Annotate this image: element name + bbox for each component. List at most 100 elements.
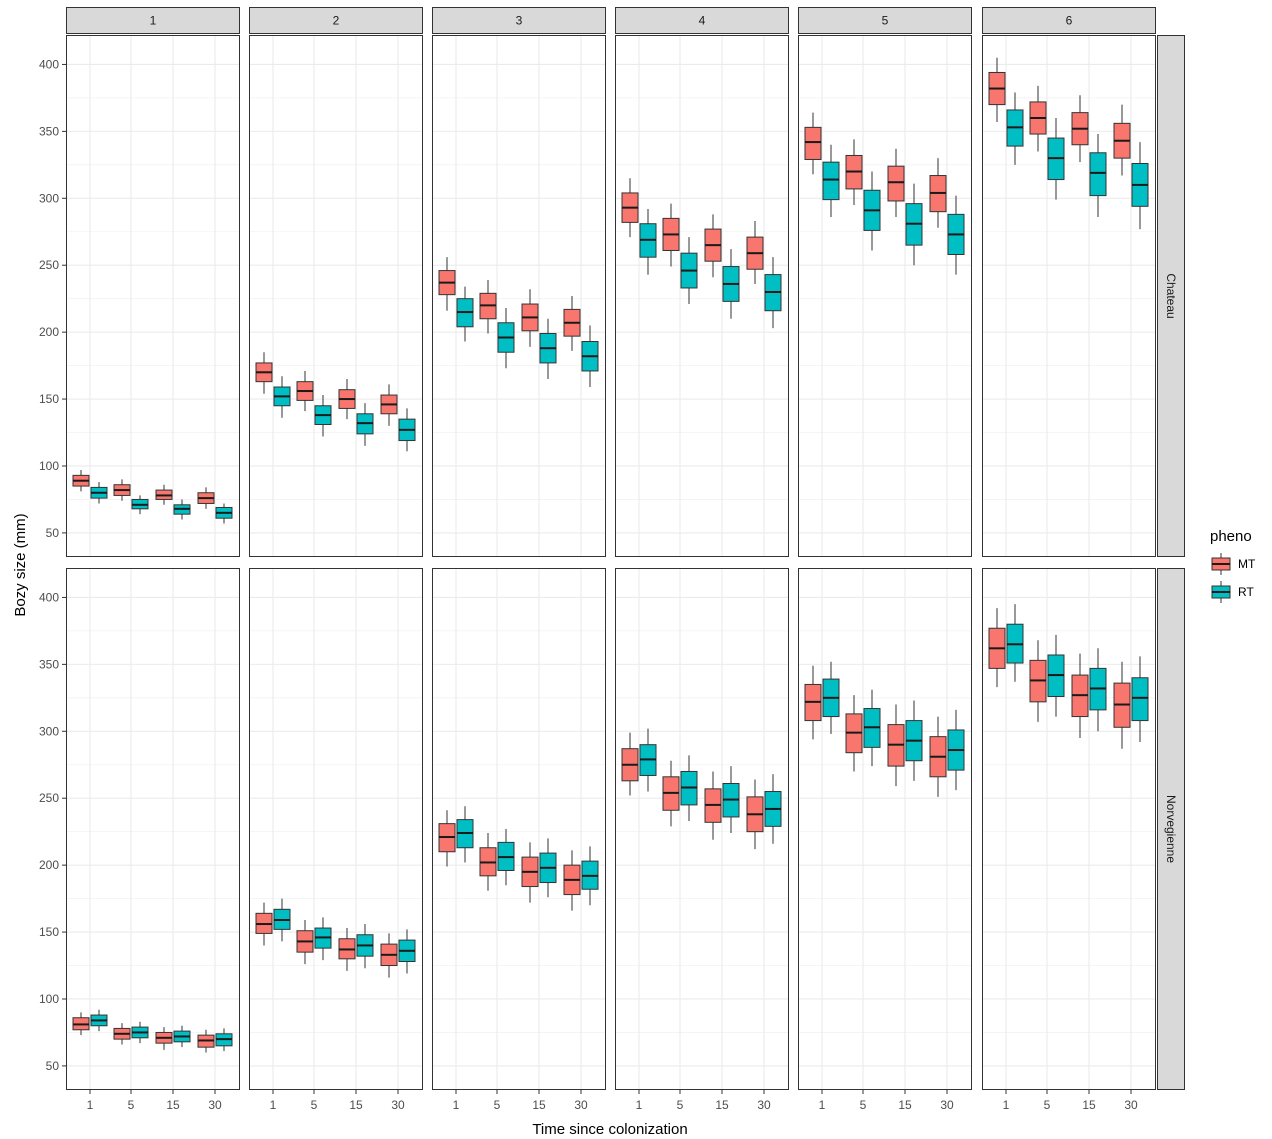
box-iqr — [1131, 677, 1149, 722]
box-mt — [621, 732, 639, 796]
y-tick-label: 50 — [46, 526, 60, 540]
box-rt — [722, 766, 740, 834]
y-tick-label: 300 — [39, 191, 59, 205]
panel-grid — [432, 35, 606, 557]
panel-norvegienne-6 — [988, 604, 1149, 749]
panel-border — [982, 35, 1156, 557]
y-tick-label: 100 — [39, 459, 59, 473]
x-tick-label: 30 — [574, 1098, 588, 1112]
box-rt — [131, 495, 149, 515]
box-mt — [662, 760, 680, 827]
box-rt — [497, 829, 515, 886]
box-mt — [1113, 104, 1131, 176]
panel-border — [432, 568, 606, 1090]
legend-label: MT — [1238, 557, 1256, 571]
box-mt — [521, 842, 539, 903]
box-rt — [1089, 134, 1107, 218]
panel-grid — [615, 35, 789, 557]
panel-background — [798, 568, 972, 1090]
box-rt — [398, 408, 416, 452]
panel-background — [615, 35, 789, 557]
box-rt — [539, 838, 557, 898]
y-tick-label: 150 — [39, 392, 59, 406]
x-tick-label: 1 — [636, 1098, 643, 1112]
y-tick-label: 100 — [39, 992, 59, 1006]
panel-grid — [249, 35, 423, 557]
box-rt — [90, 1009, 108, 1032]
box-mt — [1029, 640, 1047, 722]
x-tick-label: 30 — [1124, 1098, 1138, 1112]
box-mt — [988, 57, 1006, 122]
box-rt — [131, 1021, 149, 1044]
box-mt — [479, 279, 497, 334]
legend-item-rt: RT — [1211, 581, 1254, 603]
box-mt — [155, 1027, 173, 1050]
panel-grid — [249, 568, 423, 1090]
strip-col-6: 6 — [982, 7, 1156, 34]
strip-label: 4 — [699, 14, 706, 28]
strip-background — [432, 7, 606, 34]
box-rt — [863, 171, 881, 251]
box-mt — [746, 221, 764, 284]
panel-border — [66, 35, 240, 557]
panel-grid — [798, 35, 972, 557]
box-rt — [947, 195, 965, 275]
x-tick-label: 15 — [715, 1098, 729, 1112]
box-mt — [113, 479, 131, 501]
y-tick-label: 250 — [39, 258, 59, 272]
box-rt — [90, 482, 108, 504]
strip-label: 5 — [882, 14, 889, 28]
strip-row-norvegienne: Norvegienne — [1157, 568, 1185, 1090]
box-rt — [539, 318, 557, 379]
panel-norvegienne-2 — [255, 898, 416, 978]
box-rt — [680, 237, 698, 305]
box-mt — [72, 470, 90, 492]
legend: pheno MT RT — [1210, 528, 1256, 603]
strip-background — [798, 7, 972, 34]
box-mt — [563, 850, 581, 911]
x-tick-label: 5 — [311, 1098, 318, 1112]
strip-col-1: 1 — [66, 7, 240, 34]
strip-background — [1157, 35, 1185, 557]
y-tick-label: 350 — [39, 124, 59, 138]
box-mt — [197, 1029, 215, 1053]
panel-border — [432, 35, 606, 557]
box-rt — [905, 183, 923, 266]
panel-chateau-3 — [438, 257, 599, 388]
box-rt — [863, 689, 881, 767]
panel-background — [66, 35, 240, 557]
box-mt — [887, 704, 905, 787]
x-axis-title: Time since colonization — [532, 1121, 687, 1138]
box-rt — [1089, 648, 1107, 732]
x-tick-label: 15 — [349, 1098, 363, 1112]
panel-norvegienne-3 — [438, 806, 599, 911]
x-tick-label: 30 — [391, 1098, 405, 1112]
box-rt — [581, 846, 599, 906]
box-rt — [1047, 634, 1065, 717]
x-tick-label: 1 — [1003, 1098, 1010, 1112]
y-tick-label: 350 — [39, 657, 59, 671]
panel-norvegienne-5 — [804, 661, 965, 797]
y-tick-label: 300 — [39, 724, 59, 738]
box-rt — [680, 755, 698, 821]
box-rt — [273, 376, 291, 418]
strip-background — [1157, 568, 1185, 1090]
panel-border — [249, 568, 423, 1090]
panel-grid — [66, 35, 240, 557]
y-tick-label: 400 — [39, 590, 59, 604]
box-rt — [1131, 656, 1149, 742]
x-tick-label: 1 — [453, 1098, 460, 1112]
box-mt — [113, 1023, 131, 1045]
box-mt — [804, 665, 822, 740]
box-rt — [905, 700, 923, 781]
box-rt — [764, 257, 782, 329]
box-mt — [521, 289, 539, 347]
box-rt — [356, 403, 374, 446]
x-tick-label: 5 — [128, 1098, 135, 1112]
box-mt — [438, 257, 456, 311]
y-tick-label: 250 — [39, 791, 59, 805]
box-rt — [947, 709, 965, 791]
strip-label: 3 — [516, 14, 523, 28]
box-rt — [456, 806, 474, 863]
panel-grid — [798, 568, 972, 1090]
